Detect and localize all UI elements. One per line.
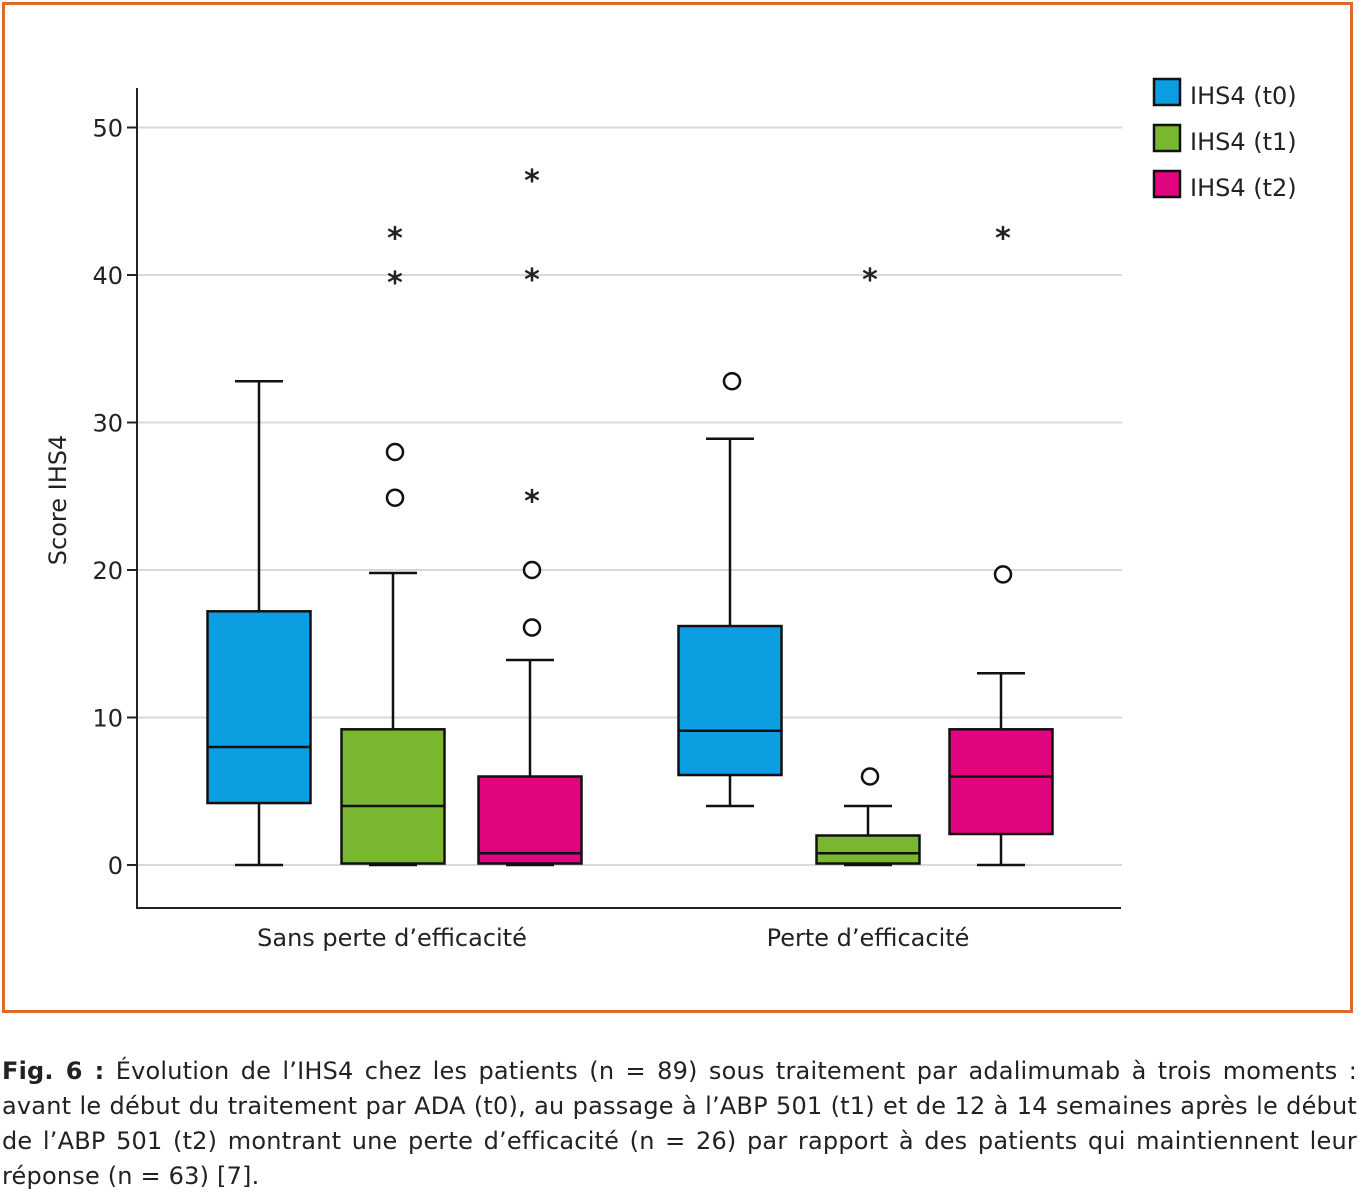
box-1-2: *	[948, 222, 1054, 867]
outlier-point	[993, 565, 1013, 584]
legend-item: IHS4 (t1)	[1152, 123, 1297, 156]
y-tick-label: 10	[92, 705, 123, 733]
y-tick-label: 30	[92, 410, 123, 438]
caption-text: Évolution de l’IHS4 chez les patients (n…	[2, 1057, 1357, 1190]
iqr-box	[477, 775, 583, 865]
outlier-point	[522, 560, 542, 580]
legend: IHS4 (t0) IHS4 (t1) IHS4 (t2)	[1152, 77, 1297, 202]
extreme-point: *	[387, 266, 403, 301]
box-1-1: *	[815, 263, 921, 867]
extreme-point: *	[387, 222, 403, 257]
iqr-box	[948, 728, 1054, 836]
outlier-point	[722, 371, 742, 391]
outlier-point	[860, 767, 880, 786]
extreme-point: *	[524, 164, 540, 199]
y-tick-label: 50	[92, 115, 123, 143]
figure-caption: Fig. 6 : Évolution de l’IHS4 chez les pa…	[2, 1054, 1357, 1194]
iqr-box	[677, 624, 783, 777]
iqr-box	[815, 834, 921, 865]
extreme-point: *	[524, 263, 540, 298]
boxes: *******	[206, 164, 1054, 867]
extreme-point: *	[995, 222, 1011, 257]
legend-item: IHS4 (t0)	[1152, 77, 1297, 110]
extreme-point: *	[862, 263, 878, 298]
y-tick-label: 0	[108, 852, 123, 880]
iqr-box	[206, 610, 312, 805]
legend-swatch	[1152, 77, 1182, 107]
x-group-labels: Sans perte d’efficacité Perte d’efficacit…	[257, 924, 969, 952]
box-0-2: * * *	[477, 164, 583, 867]
outlier-point	[385, 442, 405, 462]
outlier-point	[385, 488, 405, 507]
legend-item: IHS4 (t2)	[1152, 169, 1297, 202]
outlier-point	[522, 618, 542, 637]
extreme-point: *	[524, 484, 540, 519]
x-group-label: Sans perte d’efficacité	[257, 924, 527, 952]
y-tick-label: 40	[92, 262, 123, 290]
y-tick-label: 20	[92, 557, 123, 585]
legend-label: IHS4 (t2)	[1190, 174, 1297, 202]
axes	[136, 88, 1121, 909]
x-group-label: Perte d’efficacité	[767, 924, 970, 952]
figure-frame	[2, 2, 1353, 1013]
legend-swatch	[1152, 169, 1182, 199]
box-0-1: **	[340, 222, 446, 867]
box-1-0	[677, 371, 783, 808]
legend-swatch	[1152, 123, 1182, 153]
legend-label: IHS4 (t1)	[1190, 128, 1297, 156]
y-ticks: 0 10 20 30 40 50	[92, 115, 137, 880]
box-0-0	[206, 379, 312, 867]
caption-label: Fig. 6 :	[2, 1057, 105, 1085]
iqr-box	[340, 728, 446, 865]
legend-label: IHS4 (t0)	[1190, 82, 1297, 110]
y-axis-label: Score IHS4	[44, 435, 72, 565]
